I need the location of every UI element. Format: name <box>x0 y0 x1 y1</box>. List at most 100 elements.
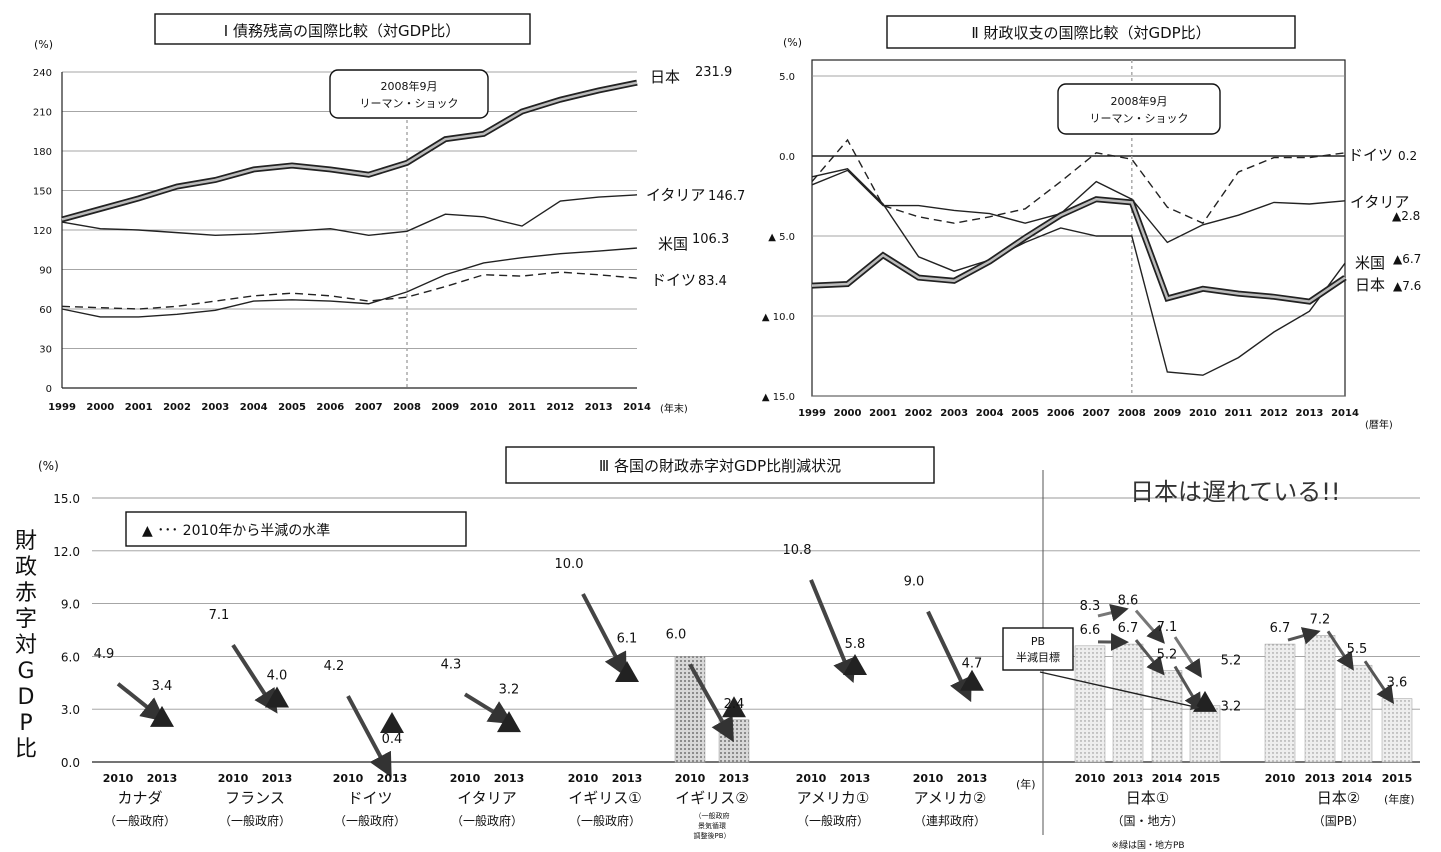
chart3-group-sub: （国・地方） <box>1111 813 1183 828</box>
chart2-end-label: ▲7.6 <box>1393 279 1421 293</box>
chart3-arrow <box>1363 660 1395 705</box>
chart3-bar <box>1189 705 1221 763</box>
chart3-year-tick: 2013 <box>147 772 178 785</box>
chart3-year-tick: 2013 <box>1113 772 1144 785</box>
chart3-group-name: イギリス① <box>568 789 641 807</box>
chart1-end-label: 231.9 <box>695 65 732 80</box>
chart3-group-name: カナダ <box>117 789 162 807</box>
chart1-xtick: 2011 <box>508 402 536 413</box>
chart1-ytick: 30 <box>39 345 52 356</box>
chart1-xtick: 2005 <box>278 402 306 413</box>
chart3-arrow <box>1326 630 1354 671</box>
chart3-year-tick: 2014 <box>1152 772 1183 785</box>
chart1-xtick: 2006 <box>316 402 344 413</box>
chart2-xtick: 2011 <box>1224 408 1252 419</box>
chart3-title: Ⅲ 各国の財政赤字対GDP比削減状況 <box>599 457 841 475</box>
chart1-xtick: 2012 <box>546 402 574 413</box>
chart2-series-line <box>811 138 1346 225</box>
chart3-ylabel: 比 <box>15 737 37 762</box>
chart1-xtick: 2002 <box>163 402 191 413</box>
chart3-value-label: 5.8 <box>845 637 866 652</box>
chart2-xtick: 2013 <box>1296 408 1324 419</box>
chart1-ytick: 90 <box>39 266 52 277</box>
chart2-end-label: ▲6.7 <box>1393 252 1421 266</box>
chart3-group-name: アメリカ① <box>797 789 870 807</box>
chart1-xtick: 2008 <box>393 402 421 413</box>
chart3-ytick: 9.0 <box>61 598 80 612</box>
chart1-xtick: 2009 <box>431 402 459 413</box>
chart3-year-tick: 2013 <box>1305 772 1336 785</box>
chart2-series-label: ドイツ <box>1348 146 1393 164</box>
chart1-series-label: ドイツ <box>651 271 696 289</box>
chart3-year-tick: 2013 <box>262 772 293 785</box>
chart3-ytick: 12.0 <box>53 545 80 559</box>
chart2-xtick: 2009 <box>1153 408 1181 419</box>
chart1-series-label: イタリア <box>646 186 705 204</box>
chart3-half-triangle <box>265 686 289 708</box>
chart1-series-line <box>61 81 638 221</box>
chart3-value-label: 5.5 <box>1347 642 1368 657</box>
chart3-bar <box>1264 643 1296 763</box>
chart2-xtick: 2007 <box>1082 408 1110 419</box>
chart3-bar <box>1151 670 1183 763</box>
chart3-value-label: 10.8 <box>783 543 812 558</box>
chart2-xtick: 2008 <box>1118 408 1146 419</box>
chart1-xtick: 2000 <box>86 402 114 413</box>
chart3-ylabel: 対 <box>15 633 37 658</box>
chart3-ylabel: 字 <box>15 607 37 632</box>
chart2-ytick: ▲ 5.0 <box>768 232 795 243</box>
chart3-arrow <box>1134 639 1165 676</box>
chart3-legend: ▲ ･･･ 2010年から半減の水準 <box>142 522 330 539</box>
chart1-ytick: 240 <box>33 68 52 79</box>
chart3-group-sub: （一般政府） <box>797 813 869 828</box>
chart1-xtick: 2003 <box>201 402 229 413</box>
chart3-year-tick: 2010 <box>1265 772 1296 785</box>
chart3-ytick: 0.0 <box>61 756 80 770</box>
chart2-end-label: 0.2 <box>1398 149 1417 163</box>
chart2-series-label: 日本 <box>1355 276 1385 294</box>
chart2-ytick: ▲ 15.0 <box>762 392 795 403</box>
chart3-footnote: ※緑は国・地方PB <box>1111 839 1184 851</box>
chart3-year-tick: 2015 <box>1190 772 1221 785</box>
chart2-series-label: イタリア <box>1350 193 1409 211</box>
chart2-xtick: 2000 <box>834 408 862 419</box>
chart3-year-tick: 2013 <box>612 772 643 785</box>
chart2-xlabel: (暦年) <box>1365 418 1393 431</box>
chart3-group-name: ドイツ <box>347 789 392 807</box>
chart3-arrow <box>1173 665 1202 712</box>
chart3-ylabel: 赤 <box>15 581 37 606</box>
chart3-ylabel: 財 <box>15 529 37 554</box>
chart3-year-tick: 2010 <box>218 772 249 785</box>
chart1-series-label: 日本 <box>650 68 680 86</box>
chart3-year-tick: 2010 <box>450 772 481 785</box>
chart3-total-label: 7.1 <box>1157 620 1178 635</box>
chart1-xtick: 2004 <box>240 402 268 413</box>
chart1-xtick: 1999 <box>48 402 76 413</box>
chart1-xtick: 2001 <box>125 402 153 413</box>
chart3-half-triangle <box>497 711 521 733</box>
chart2-xtick: 1999 <box>798 408 826 419</box>
chart3-group-name: イタリア <box>457 789 516 807</box>
chart3-year-tick: 2013 <box>494 772 525 785</box>
chart3-group-sub: （国PB） <box>1313 814 1364 828</box>
chart3-half-triangle <box>615 661 639 682</box>
chart1-series-line <box>61 247 638 318</box>
chart2-title-box <box>886 15 1296 49</box>
chart1-xtick: 2010 <box>470 402 498 413</box>
chart3-year-tick: 2010 <box>796 772 827 785</box>
chart2-xtick: 2010 <box>1189 408 1217 419</box>
chart3-value-label: 4.3 <box>441 657 462 672</box>
chart1-ytick: 60 <box>39 305 52 316</box>
chart1-annotation: リーマン・ショック <box>360 97 459 110</box>
chart3-value-label: 6.7 <box>1118 621 1139 636</box>
chart3-bar <box>1341 664 1373 763</box>
chart3-year-tick: 2013 <box>840 772 871 785</box>
chart2-title: Ⅱ 財政収支の国際比較（対GDP比） <box>971 24 1210 42</box>
chart3-yunit: (%) <box>38 459 59 473</box>
chart1-xtick: 2007 <box>355 402 383 413</box>
chart2-ylabel: (%) <box>783 36 802 49</box>
chart3-year-tick: 2013 <box>719 772 750 785</box>
chart3-arrow <box>1173 636 1202 678</box>
chart1-end-label: 106.3 <box>692 232 729 247</box>
